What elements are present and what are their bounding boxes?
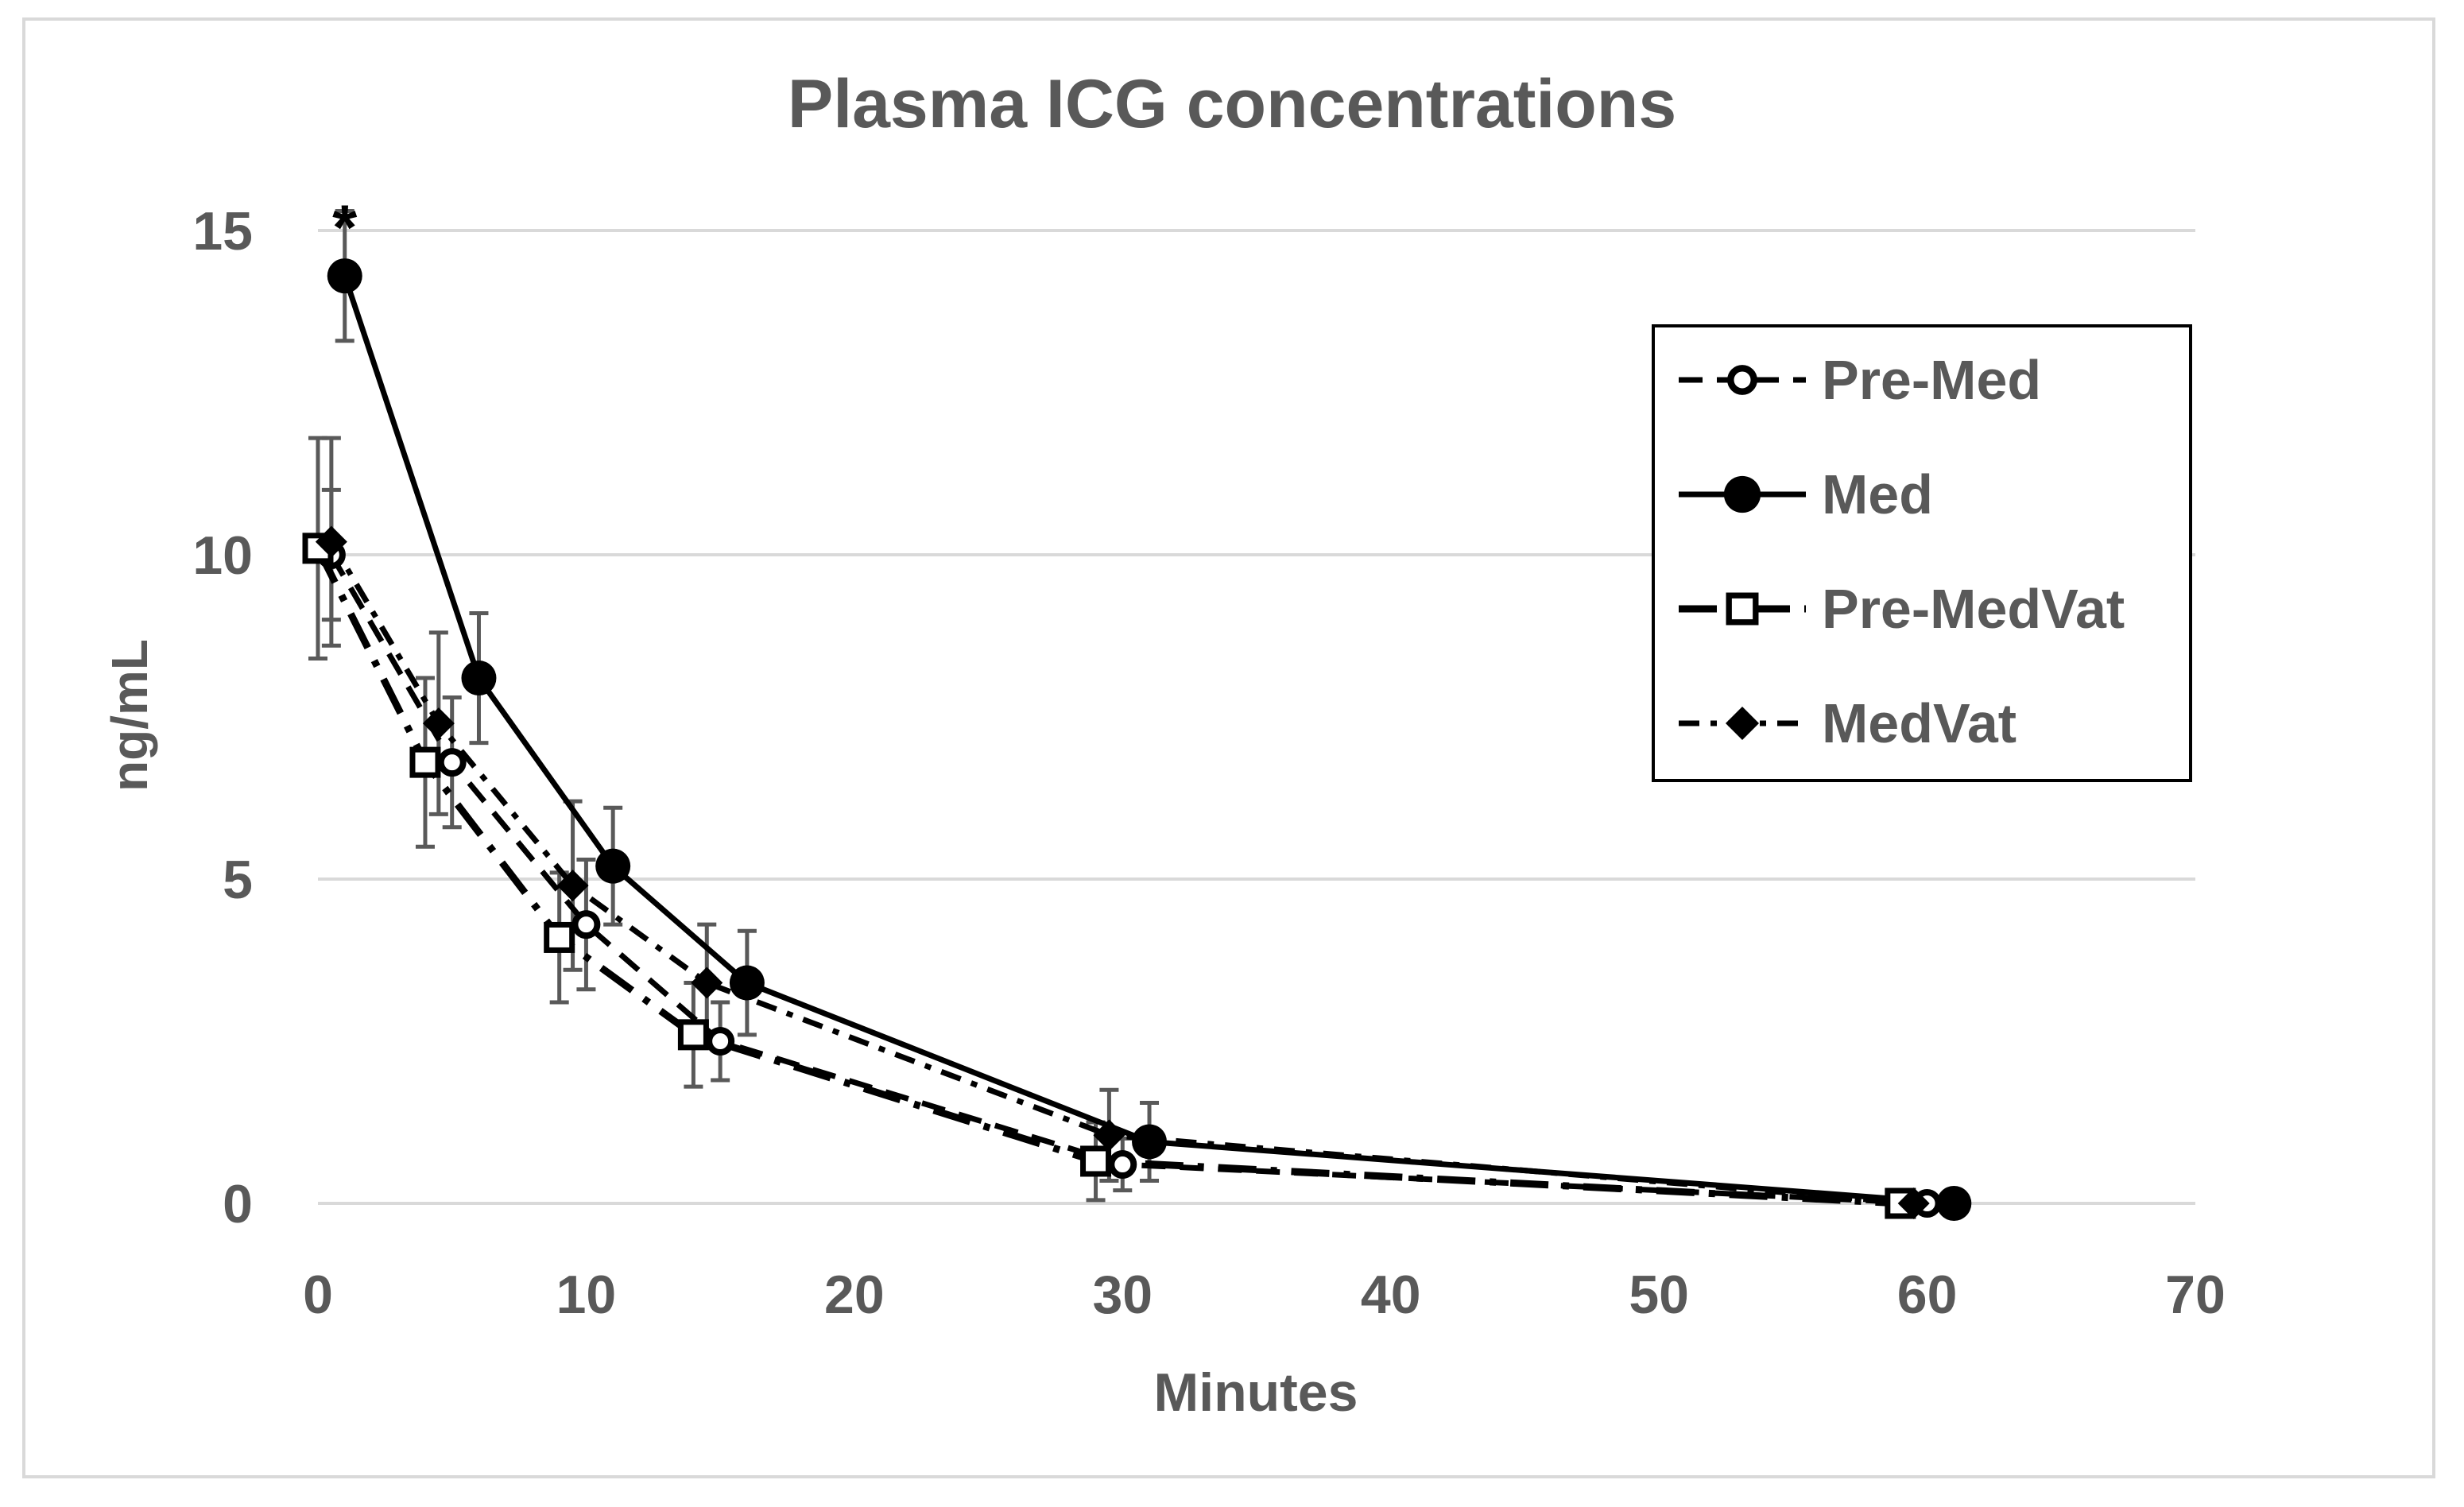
data-point xyxy=(1093,1119,1125,1152)
legend-item: Pre-Med xyxy=(1679,349,2041,411)
x-tick-label: 40 xyxy=(1361,1265,1421,1325)
y-tick-label: 15 xyxy=(192,201,253,261)
data-point xyxy=(1726,592,1759,626)
data-point xyxy=(706,1027,735,1056)
x-tick-label: 70 xyxy=(2165,1265,2226,1325)
x-axis-ticks: 0 10 20 30 40 50 60 70 xyxy=(303,1265,2226,1325)
data-point xyxy=(571,910,601,939)
x-tick-label: 60 xyxy=(1897,1265,1958,1325)
x-axis-label: Minutes xyxy=(1154,1362,1358,1423)
data-point xyxy=(1132,1124,1168,1160)
data-point xyxy=(1108,1150,1137,1180)
data-point xyxy=(677,1019,709,1051)
series-line xyxy=(328,540,1914,1207)
series-lines xyxy=(314,275,1955,1207)
data-point xyxy=(327,258,362,294)
data-point xyxy=(544,921,575,953)
data-point xyxy=(1936,1186,1972,1221)
legend-item: Med xyxy=(1679,463,1933,525)
x-tick-label: 50 xyxy=(1629,1265,1689,1325)
data-point xyxy=(315,525,347,558)
data-point xyxy=(1723,475,1761,513)
data-point xyxy=(595,848,631,884)
x-tick-label: 10 xyxy=(556,1265,617,1325)
chart-title: Plasma ICG concentrations xyxy=(788,66,1676,142)
legend-item: MedVat xyxy=(1679,692,2017,754)
legend-label: MedVat xyxy=(1822,692,2017,754)
data-point xyxy=(409,746,441,778)
y-tick-label: 10 xyxy=(192,525,253,586)
y-axis-ticks: 0 5 10 15 xyxy=(192,201,253,1234)
data-point xyxy=(1897,1187,1930,1219)
legend: Pre-Med Med Pre-MedVat MedVat xyxy=(1652,324,2192,782)
y-axis-label: ng/mL xyxy=(101,639,158,792)
legend-label: Med xyxy=(1822,463,1933,525)
series-line xyxy=(314,546,1901,1207)
x-tick-label: 0 xyxy=(303,1265,333,1325)
data-point xyxy=(1726,707,1759,740)
data-point xyxy=(1727,365,1757,395)
data-point xyxy=(691,967,723,999)
data-point xyxy=(422,707,455,740)
legend-box xyxy=(1652,324,2192,782)
series-markers xyxy=(302,258,1972,1221)
x-tick-label: 30 xyxy=(1092,1265,1153,1325)
legend-label: Pre-Med xyxy=(1822,349,2041,411)
y-tick-label: 5 xyxy=(223,850,253,910)
y-tick-label: 0 xyxy=(223,1174,253,1234)
legend-item: Pre-MedVat xyxy=(1679,578,2125,640)
data-point xyxy=(729,965,765,1001)
data-point xyxy=(556,870,589,902)
x-tick-label: 20 xyxy=(824,1265,885,1325)
chart-frame xyxy=(22,17,2435,1478)
legend-label: Pre-MedVat xyxy=(1822,578,2125,640)
data-point xyxy=(461,661,497,696)
significance-annotation: * xyxy=(332,192,358,263)
data-point xyxy=(1080,1145,1112,1177)
data-point xyxy=(437,748,467,777)
